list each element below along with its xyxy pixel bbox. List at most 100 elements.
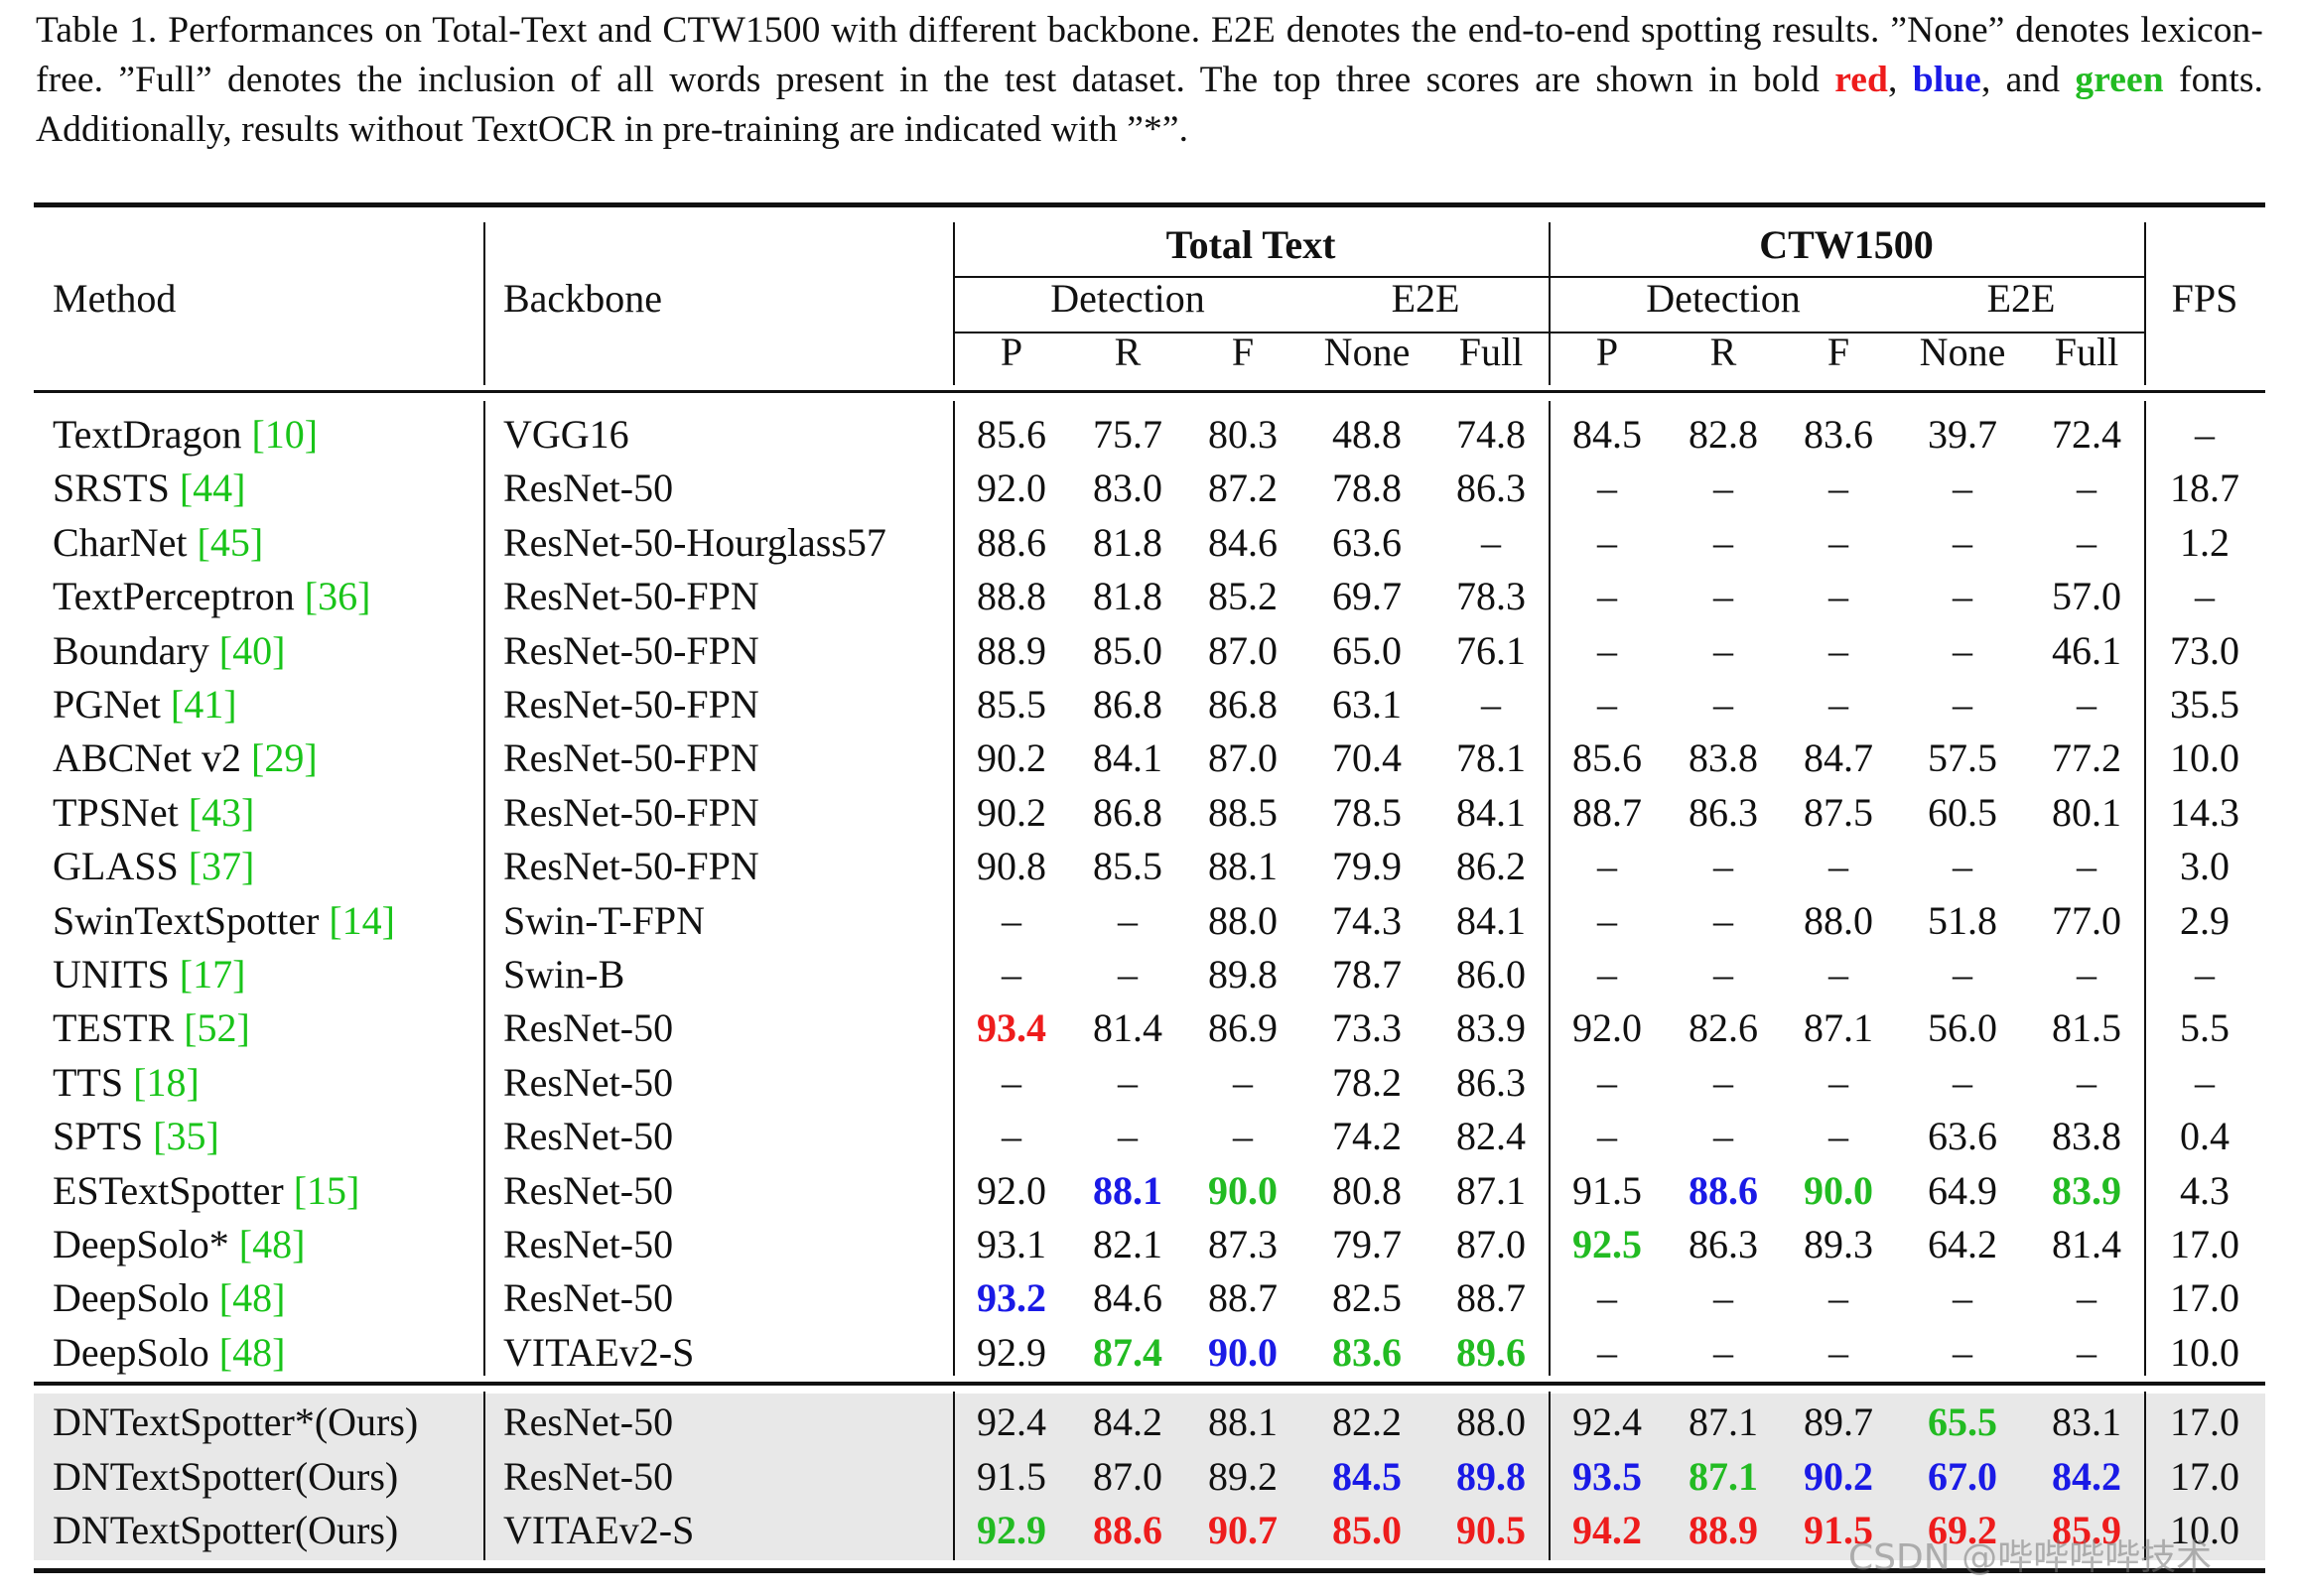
score-cell: 90.5 xyxy=(1456,1508,1526,1552)
citation-ref[interactable]: [14] xyxy=(329,897,395,943)
score-cell: 83.6 xyxy=(1804,412,1873,457)
score-cell: – xyxy=(1481,519,1501,565)
fps-cell: 14.3 xyxy=(2170,789,2239,835)
score-cell: 78.5 xyxy=(1332,789,1402,835)
citation-ref[interactable]: [35] xyxy=(153,1114,219,1159)
method-cell: ESTextSpotter [15] xyxy=(53,1164,359,1218)
score-cell: 87.3 xyxy=(1208,1222,1278,1266)
score-cell: – xyxy=(1002,1114,1021,1159)
score-cell: 85.6 xyxy=(1572,735,1642,781)
score-cell: 83.8 xyxy=(2052,1114,2121,1159)
col-divider xyxy=(1549,222,1551,385)
citation-ref[interactable]: [41] xyxy=(170,682,237,727)
backbone-cell: ResNet-50-FPN xyxy=(503,789,759,835)
method-cell: DNTextSpotter*(Ours) xyxy=(53,1396,418,1449)
score-cell: 87.5 xyxy=(1804,789,1873,835)
score-cell: 90.8 xyxy=(977,844,1046,889)
citation-ref[interactable]: [37] xyxy=(188,844,255,889)
citation-ref[interactable]: [10] xyxy=(251,412,319,457)
score-cell: 60.5 xyxy=(1928,789,1997,835)
citation-ref[interactable]: [18] xyxy=(133,1059,200,1105)
score-cell: 90.0 xyxy=(1804,1167,1873,1213)
score-cell: 77.0 xyxy=(2052,897,2121,943)
method-cell: Boundary [40] xyxy=(53,624,285,678)
citation-ref[interactable]: [15] xyxy=(293,1167,360,1213)
method-name: TextPerceptron xyxy=(53,574,305,619)
header-total-text: Total Text xyxy=(1165,222,1336,267)
method-name: SPTS xyxy=(53,1114,154,1159)
backbone-cell: VITAEv2-S xyxy=(503,1508,695,1552)
citation-ref[interactable]: [43] xyxy=(188,789,255,835)
score-cell: 86.8 xyxy=(1208,682,1278,727)
method-name: TPSNet xyxy=(53,789,189,835)
citation-ref[interactable]: [48] xyxy=(218,1329,286,1375)
citation-ref[interactable]: [45] xyxy=(197,519,264,565)
score-cell: 87.0 xyxy=(1093,1453,1162,1499)
score-cell: 87.0 xyxy=(1208,735,1278,781)
score-cell: 88.9 xyxy=(977,627,1046,673)
score-cell: – xyxy=(2077,1059,2096,1105)
score-cell: 73.3 xyxy=(1332,1005,1402,1051)
method-cell: SwinTextSpotter [14] xyxy=(53,894,395,948)
backbone-cell: ResNet-50-FPN xyxy=(503,844,759,889)
subheader-p: P xyxy=(1595,330,1619,374)
score-cell: – xyxy=(2077,952,2096,997)
method-cell: ABCNet v2 [29] xyxy=(53,732,318,785)
score-cell: 85.5 xyxy=(977,682,1046,727)
backbone-cell: ResNet-50 xyxy=(503,1453,674,1499)
score-cell: – xyxy=(1597,466,1617,511)
col-divider xyxy=(2144,401,2146,1376)
score-cell: – xyxy=(1597,844,1617,889)
fps-cell: 17.0 xyxy=(2170,1222,2239,1266)
citation-ref[interactable]: [17] xyxy=(179,952,246,997)
subheader-f: F xyxy=(1826,330,1850,374)
citation-ref[interactable]: [44] xyxy=(179,466,246,511)
score-cell: 57.0 xyxy=(2052,574,2121,619)
score-cell: – xyxy=(1828,519,1848,565)
score-cell: – xyxy=(1953,627,1972,673)
score-cell: – xyxy=(2077,844,2096,889)
fps-cell: 73.0 xyxy=(2170,627,2239,673)
score-cell: 82.8 xyxy=(1689,412,1758,457)
subheader-full: Full xyxy=(1458,330,1524,374)
subheader-none: None xyxy=(1323,330,1411,374)
citation-ref[interactable]: [52] xyxy=(184,1005,250,1051)
score-cell: – xyxy=(2077,519,2096,565)
method-name: SwinTextSpotter xyxy=(53,897,330,943)
score-cell: 48.8 xyxy=(1332,412,1402,457)
score-cell: 86.3 xyxy=(1456,1059,1526,1105)
score-cell: 74.3 xyxy=(1332,897,1402,943)
score-cell: 91.5 xyxy=(1804,1508,1873,1552)
score-cell: 57.5 xyxy=(1928,735,1997,781)
score-cell: 84.5 xyxy=(1572,412,1642,457)
subheader-r: R xyxy=(1709,330,1737,374)
score-cell: – xyxy=(1118,1059,1138,1105)
citation-ref[interactable]: [29] xyxy=(251,735,318,781)
score-cell: 93.2 xyxy=(977,1275,1046,1321)
score-cell: 65.0 xyxy=(1332,627,1402,673)
citation-ref[interactable]: [48] xyxy=(218,1275,286,1321)
score-cell: – xyxy=(1953,1275,1972,1321)
score-cell: – xyxy=(1597,682,1617,727)
score-cell: – xyxy=(1713,1114,1733,1159)
score-cell: 83.9 xyxy=(2052,1167,2121,1213)
fps-cell: 10.0 xyxy=(2170,1508,2239,1552)
method-cell: DeepSolo* [48] xyxy=(53,1218,305,1271)
score-cell: – xyxy=(1597,897,1617,943)
score-cell: 85.9 xyxy=(2052,1508,2121,1552)
score-cell: 90.2 xyxy=(977,735,1046,781)
citation-ref[interactable]: [40] xyxy=(218,627,286,673)
method-cell: SRSTS [44] xyxy=(53,462,246,515)
header-method: Method xyxy=(53,276,177,321)
score-cell: 81.5 xyxy=(2052,1005,2121,1051)
score-cell: 77.2 xyxy=(2052,735,2121,781)
method-name: DNTextSpotter(Ours) xyxy=(53,1508,399,1552)
score-cell: 92.5 xyxy=(1572,1222,1642,1266)
score-cell: 67.0 xyxy=(1928,1453,1997,1499)
citation-ref[interactable]: [36] xyxy=(304,574,371,619)
score-cell: 74.2 xyxy=(1332,1114,1402,1159)
backbone-cell: ResNet-50 xyxy=(503,1167,674,1213)
header-fps: FPS xyxy=(2171,276,2238,321)
score-cell: 82.4 xyxy=(1456,1114,1526,1159)
citation-ref[interactable]: [48] xyxy=(238,1222,306,1266)
